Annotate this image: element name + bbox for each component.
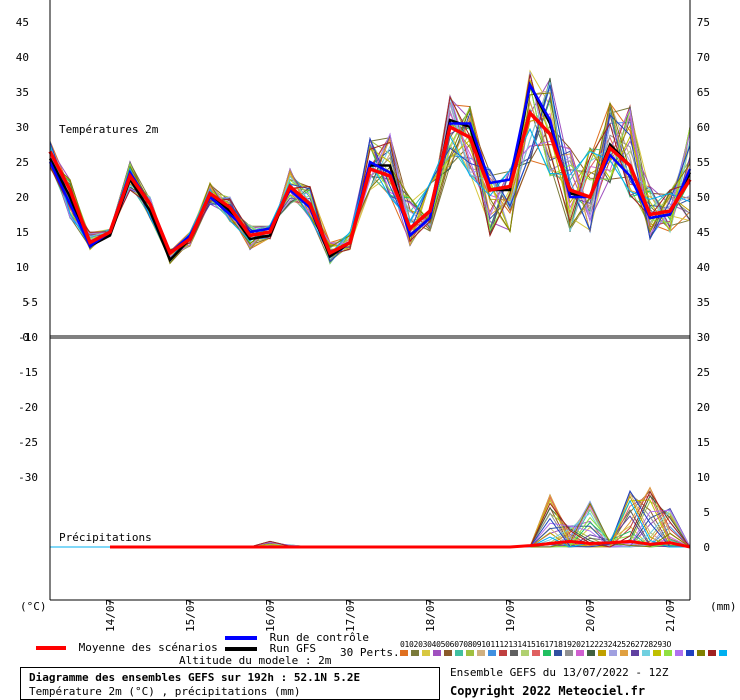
perturbation-swatch	[521, 650, 529, 656]
precip-y-tick-right: 0	[703, 541, 710, 554]
perturbation-swatch	[576, 650, 584, 656]
y-tick-right: 60	[697, 121, 710, 134]
copyright: Copyright 2022 Meteociel.fr	[450, 684, 646, 698]
mean-precip-line	[110, 539, 691, 549]
precip-y-tick-right: 5	[703, 506, 710, 519]
perturbation-swatch	[477, 650, 485, 656]
y-tick-left: 45	[16, 16, 29, 29]
y-tick-left: 10	[16, 261, 29, 274]
perturbation-swatch	[642, 650, 650, 656]
perturbation-swatch	[554, 650, 562, 656]
info-subtitle: Température 2m (°C) , précipitations (mm…	[29, 685, 301, 698]
y-tick-left: 15	[16, 226, 29, 239]
x-tick-label: 21/07	[664, 599, 677, 632]
legend-control: Run de contrôle	[225, 631, 369, 644]
perturbation-swatch	[433, 650, 441, 656]
mean-swatch	[36, 646, 66, 650]
y-tick-right: 40	[697, 261, 710, 274]
run-info: Ensemble GEFS du 13/07/2022 - 12Z	[450, 666, 669, 679]
perturbation-swatch	[543, 650, 551, 656]
perturbation-swatch	[488, 650, 496, 656]
y-unit-right: (mm)	[710, 600, 737, 613]
legend-gfs: Run GFS	[225, 642, 316, 655]
y-tick-left: 25	[16, 156, 29, 169]
main-series	[48, 81, 692, 549]
precip-y-tick-right: 20	[697, 401, 710, 414]
legend-mean-label: Moyenne des scénarios	[78, 641, 218, 654]
y-tick-left: 5	[22, 296, 29, 309]
info-title: Diagramme des ensembles GEFS sur 192h : …	[29, 671, 361, 684]
x-tick-label: 16/07	[264, 599, 277, 632]
y-tick-right: 65	[697, 86, 710, 99]
perturbation-swatch	[675, 650, 683, 656]
x-tick-label: 14/07	[104, 599, 117, 632]
y-tick-left: 40	[16, 51, 29, 64]
y-tick-right: 55	[697, 156, 710, 169]
perturbation-swatch	[411, 650, 419, 656]
mean-temperature-line	[48, 109, 692, 256]
perturbation-swatch	[565, 650, 573, 656]
perturbation-swatch	[653, 650, 661, 656]
perturbation-swatch	[466, 650, 474, 656]
perturbation-swatch	[510, 650, 518, 656]
precip-y-tick-left: -25	[18, 436, 38, 449]
x-tick-label: 15/07	[184, 599, 197, 632]
precip-y-tick-left: -5	[25, 296, 38, 309]
y-tick-left: 20	[16, 191, 29, 204]
y-tick-right: 30	[697, 331, 710, 344]
perturbation-swatch	[587, 650, 595, 656]
perturbation-swatch	[631, 650, 639, 656]
y-tick-right: 50	[697, 191, 710, 204]
perturbation-swatch	[444, 650, 452, 656]
legend-control-label: Run de contrôle	[269, 631, 369, 644]
altitude-label: Altitude du modele : 2m	[179, 654, 332, 667]
temperature-panel-label: Températures 2m	[59, 123, 159, 136]
legend-mean: Moyenne des scénarios	[36, 641, 218, 654]
x-tick-label: 17/07	[344, 599, 357, 632]
perturbation-swatch	[499, 650, 507, 656]
perturbation-swatch	[620, 650, 628, 656]
precip-y-tick-left: -10	[18, 331, 38, 344]
legend-perts-label: 30 Perts.	[340, 646, 400, 659]
precip-y-tick-left: -15	[18, 366, 38, 379]
perturbation-lines	[49, 69, 691, 548]
perturbation-swatch	[598, 650, 606, 656]
legend-gfs-label: Run GFS	[269, 642, 316, 655]
precip-y-tick-right: 15	[697, 436, 710, 449]
y-tick-left: 0	[22, 331, 29, 344]
y-tick-right: 75	[697, 16, 710, 29]
perturbation-swatch	[422, 650, 430, 656]
x-tick-label: 18/07	[424, 599, 437, 632]
precip-y-tick-left: -30	[18, 471, 38, 484]
x-tick-label: 19/07	[504, 599, 517, 632]
y-tick-left: 35	[16, 86, 29, 99]
perturbation-swatch	[609, 650, 617, 656]
gfs-swatch	[225, 647, 257, 651]
perturbation-swatch	[686, 650, 694, 656]
perturbation-swatch	[664, 650, 672, 656]
y-tick-right: 45	[697, 226, 710, 239]
control-swatch	[225, 636, 257, 640]
precip-y-tick-left: -20	[18, 401, 38, 414]
y-tick-right: 35	[697, 296, 710, 309]
precip-y-tick-right: 10	[697, 471, 710, 484]
x-tick-label: 20/07	[584, 599, 597, 632]
perturbation-swatch	[455, 650, 463, 656]
perturbation-swatch	[697, 650, 705, 656]
info-box: Diagramme des ensembles GEFS sur 192h : …	[20, 667, 440, 700]
y-tick-right: 70	[697, 51, 710, 64]
y-unit-left: (°C)	[20, 600, 47, 613]
perturbation-swatch	[708, 650, 716, 656]
perturbation-numbers: 0102030405060708091011121314151617181920…	[400, 640, 671, 649]
perturbation-swatch	[719, 650, 727, 656]
perturbation-swatch	[400, 650, 408, 656]
precipitation-panel-label: Précipitations	[59, 531, 152, 544]
y-tick-left: 30	[16, 121, 29, 134]
perturbation-swatch	[532, 650, 540, 656]
precip-y-tick-right: 25	[697, 366, 710, 379]
